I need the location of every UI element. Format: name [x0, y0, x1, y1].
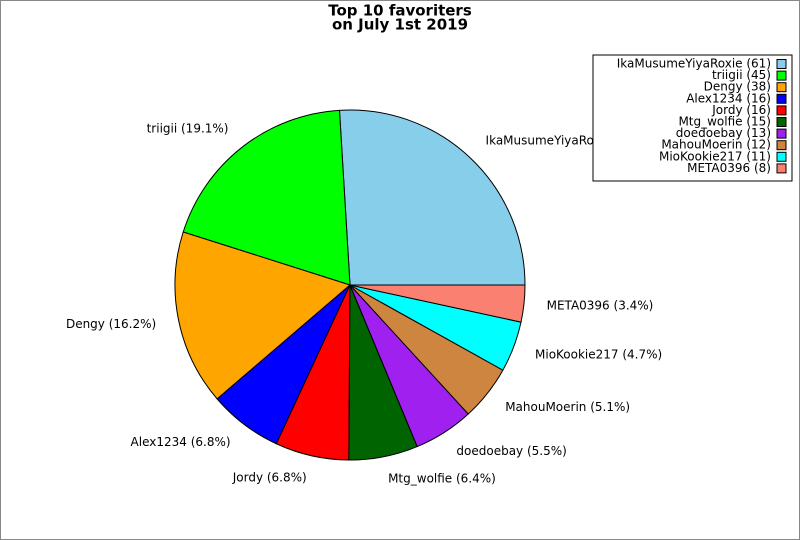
- pie-slice: [349, 284, 526, 323]
- legend-label: MahouMoerin (12): [661, 138, 771, 152]
- legend-label: IkaMusumeYiyaRoxie (61): [617, 57, 771, 71]
- legend-swatch: [776, 70, 787, 81]
- legend-box: [592, 54, 793, 182]
- legend-swatch: [776, 128, 787, 139]
- legend-label: MioKookie217 (11): [659, 149, 771, 163]
- slice-label: META0396 (3.4%): [547, 299, 654, 313]
- legend-swatch: [776, 151, 787, 162]
- slice-label: doedoebay (5.5%): [456, 444, 566, 458]
- legend-label: META0396 (8): [687, 161, 771, 175]
- legend-label: Dengy (38): [704, 80, 771, 94]
- slice-label: MahouMoerin (5.1%): [505, 400, 630, 414]
- chart-subtitle: on July 1st 2019: [332, 16, 468, 34]
- slice-label: Mtg_wolfie (6.4%): [388, 472, 496, 486]
- pie-slice: [338, 109, 526, 286]
- legend-label: triigii (45): [712, 68, 771, 82]
- pie-slice: [182, 109, 351, 286]
- legend-swatch: [776, 93, 787, 104]
- legend-swatch: [776, 163, 787, 174]
- legend-swatch: [776, 105, 787, 116]
- legend-label: Jordy (16): [711, 103, 771, 117]
- legend-label: Mtg_wolfie (15): [678, 115, 771, 129]
- legend-label: doedoebay (13): [676, 126, 771, 140]
- legend-swatch: [776, 140, 787, 151]
- slice-label: MioKookie217 (4.7%): [535, 347, 662, 361]
- pie-slice: [174, 231, 352, 400]
- slice-label: Dengy (16.2%): [66, 317, 156, 331]
- legend-label: Alex1234 (16): [686, 91, 771, 105]
- slice-label: triigii (19.1%): [147, 121, 229, 135]
- legend-swatch: [776, 59, 787, 69]
- legend-swatch: [776, 117, 787, 127]
- slice-label: Alex1234 (6.8%): [131, 435, 231, 449]
- chart-title: Top 10 favoriters: [328, 2, 472, 20]
- slice-label: Jordy (6.8%): [232, 470, 307, 484]
- legend-swatch: [776, 82, 787, 93]
